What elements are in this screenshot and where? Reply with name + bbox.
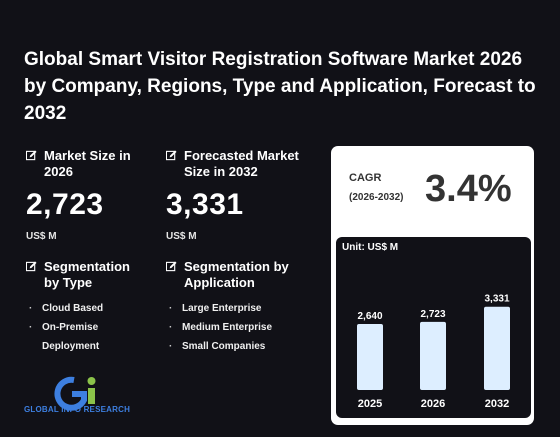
- bar-2032: [484, 306, 510, 390]
- page-title: Global Smart Visitor Registration Softwa…: [24, 49, 536, 124]
- list-item: · Small Companies: [169, 341, 266, 352]
- x-tick-label: 2025: [358, 398, 382, 410]
- bar-value-label: 2,723: [420, 309, 445, 320]
- bar-chart: 2,640 2025 2,723 2026 3,331 2032: [357, 294, 510, 410]
- chart-unit-label: Unit: US$ M: [342, 242, 399, 253]
- market-size-unit: US$ M: [26, 231, 57, 242]
- edit-icon: [166, 150, 177, 161]
- edit-icon: [166, 261, 177, 272]
- forecast-size-stat: Forecasted Market Size in 2032 3,331 US$…: [166, 148, 306, 242]
- bar-2025: [357, 324, 383, 390]
- bar-value-label: 2,640: [357, 311, 382, 322]
- edit-icon: [26, 150, 37, 161]
- cagr-label: CAGR: [349, 172, 382, 184]
- x-tick-label: 2026: [421, 398, 445, 410]
- segmentation-application-label: Segmentation by Application: [184, 259, 289, 290]
- market-size-label: Market Size in 2026: [44, 148, 131, 179]
- market-size-value: 2,723: [26, 188, 104, 221]
- forecast-size-value: 3,331: [166, 188, 244, 221]
- segmentation-application: Segmentation by Application · Large Enter…: [166, 259, 306, 356]
- edit-icon: [26, 261, 37, 272]
- chart-panel: Unit: US$ M 2,640 2025 2,723 2026 3,331 2032: [336, 237, 531, 418]
- forecast-size-unit: US$ M: [166, 231, 197, 242]
- segmentation-type-label: Segmentation by Type: [44, 259, 130, 290]
- list-item: · Large Enterprise: [169, 303, 262, 314]
- segmentation-type: Segmentation by Type · Cloud Based · On-Pr…: [26, 259, 146, 356]
- cagr-years: (2026-2032): [349, 192, 404, 203]
- bar-2026: [420, 321, 446, 390]
- logo-text: GLOBAL INFO RESEARCH: [24, 405, 131, 414]
- company-logo: [54, 376, 96, 411]
- list-item: · On-Premise Deployment: [29, 322, 100, 352]
- forecast-size-label: Forecasted Market Size in 2032: [184, 148, 299, 179]
- list-item: · Medium Enterprise: [169, 322, 273, 333]
- x-tick-label: 2032: [485, 398, 509, 410]
- list-item: · Cloud Based: [29, 303, 104, 314]
- bar-value-label: 3,331: [484, 294, 509, 305]
- market-size-stat: Market Size in 2026 2,723 US$ M: [26, 148, 146, 242]
- cagr-value: 3.4%: [425, 168, 512, 210]
